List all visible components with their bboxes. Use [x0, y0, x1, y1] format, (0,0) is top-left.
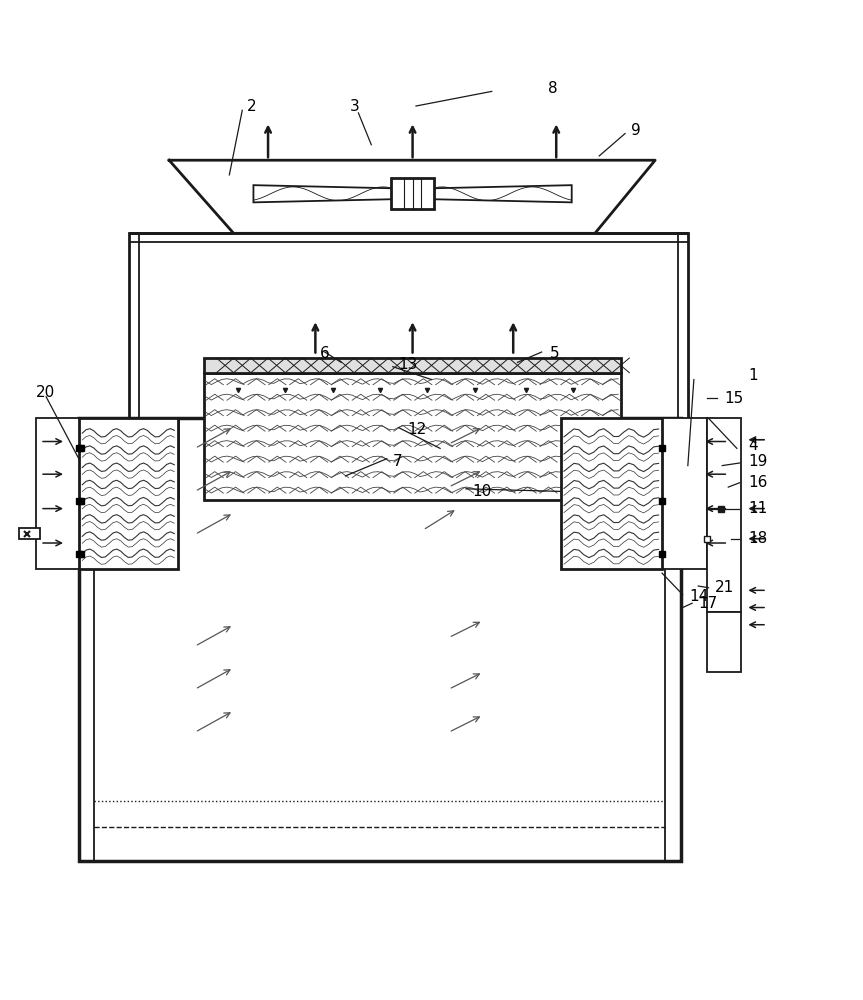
Polygon shape	[169, 160, 655, 233]
Text: 6: 6	[319, 346, 330, 361]
Text: 21: 21	[715, 580, 734, 595]
Text: 14: 14	[690, 589, 709, 604]
Text: 18: 18	[748, 531, 767, 546]
Bar	[662, 418, 707, 569]
Text: 16: 16	[748, 475, 767, 490]
Bar	[35, 418, 80, 569]
Bar	[707, 418, 741, 612]
Text: 19: 19	[748, 454, 767, 469]
Text: 7: 7	[393, 454, 402, 469]
Text: 5: 5	[551, 346, 560, 361]
Text: 20: 20	[35, 385, 55, 400]
Bar	[79, 418, 681, 861]
Polygon shape	[254, 185, 406, 202]
Text: 12: 12	[407, 422, 426, 437]
Text: 11: 11	[748, 501, 767, 516]
Text: 10: 10	[473, 484, 492, 499]
Bar	[561, 418, 662, 569]
Bar	[129, 233, 688, 423]
Bar	[204, 373, 620, 500]
Text: 9: 9	[631, 123, 641, 138]
Text: 17: 17	[698, 596, 717, 611]
Text: 1: 1	[748, 368, 758, 383]
Text: 15: 15	[724, 391, 743, 406]
Text: 4: 4	[748, 438, 758, 453]
Bar	[79, 418, 178, 569]
Bar	[707, 612, 741, 672]
Bar	[391, 178, 434, 209]
Text: 2: 2	[247, 99, 256, 114]
Bar	[204, 358, 620, 373]
Polygon shape	[419, 185, 571, 202]
Text: 3: 3	[350, 99, 360, 114]
Text: 8: 8	[548, 81, 557, 96]
Text: 13: 13	[399, 357, 419, 372]
Bar	[19, 528, 40, 539]
